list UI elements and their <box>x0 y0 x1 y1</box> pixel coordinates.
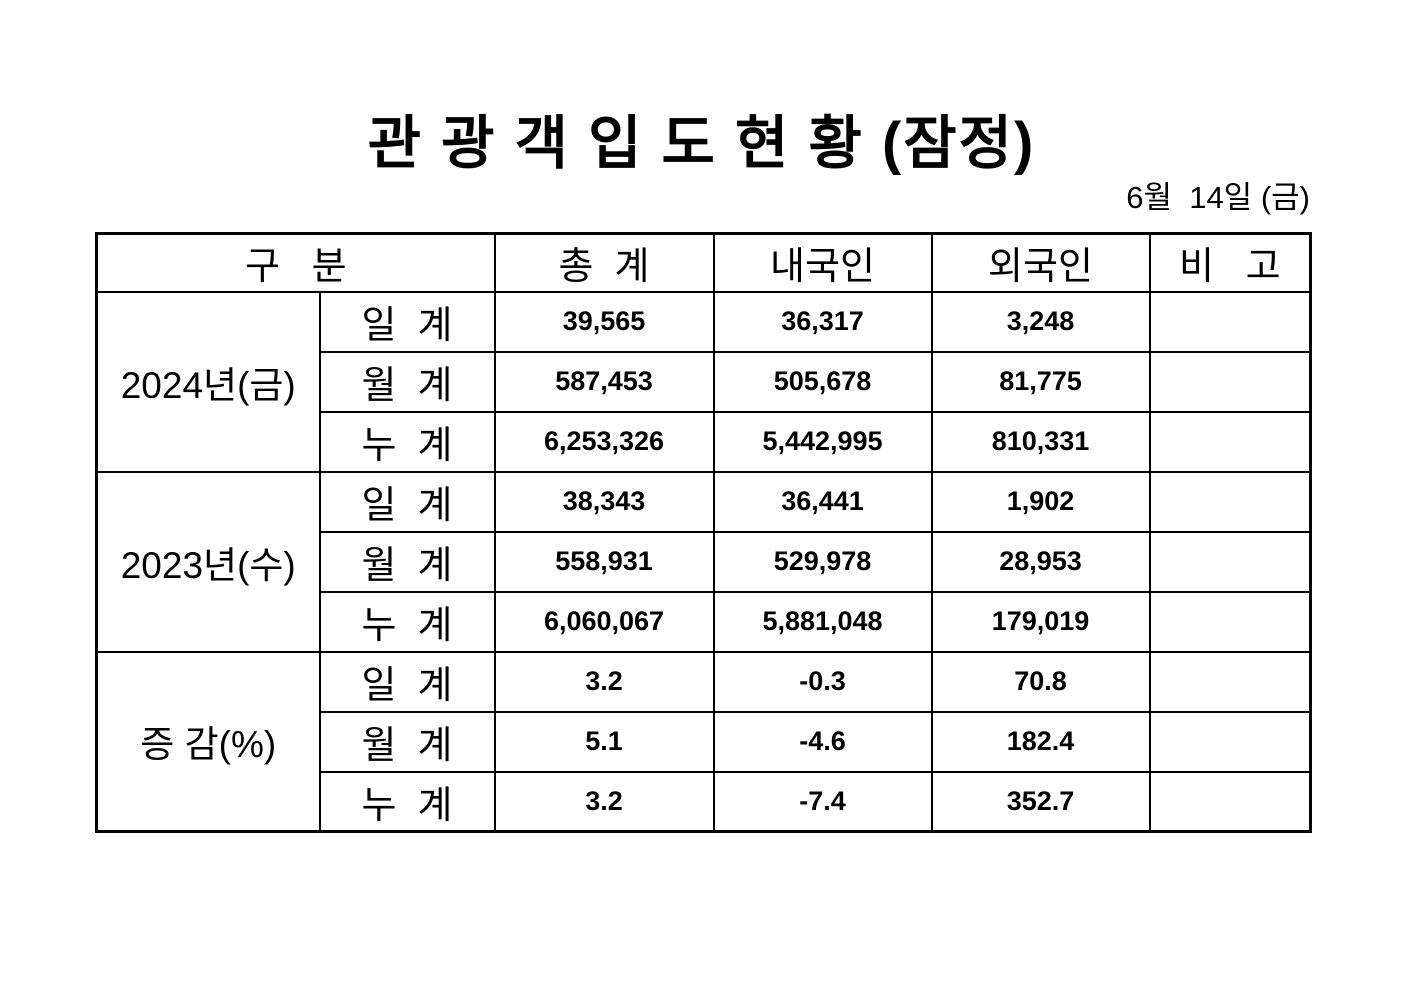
value-foreign: 28,953 <box>930 530 1151 593</box>
tourist-arrivals-table: 구 분 총 계 내국인 외국인 비 고 2024년(금) 일 계 39,565 … <box>95 232 1312 833</box>
row-label-daily: 일 계 <box>318 290 496 353</box>
remark-cell <box>1148 350 1312 413</box>
value-total: 3.2 <box>493 650 715 713</box>
row-label-monthly: 월 계 <box>318 710 496 773</box>
table-row: 누 계 6,060,067 5,881,048 179,019 <box>97 590 1312 653</box>
value-domestic: -0.3 <box>712 650 933 713</box>
value-total: 587,453 <box>493 350 715 413</box>
value-total: 38,343 <box>493 470 715 533</box>
value-foreign: 810,331 <box>930 410 1151 473</box>
table-row: 월 계 5.1 -4.6 182.4 <box>97 710 1312 773</box>
remark-cell <box>1148 290 1312 353</box>
remark-cell <box>1148 650 1312 713</box>
remark-cell <box>1148 710 1312 773</box>
header-foreign: 외국인 <box>930 232 1151 293</box>
value-domestic: -4.6 <box>712 710 933 773</box>
row-label-monthly: 월 계 <box>318 530 496 593</box>
value-domestic: -7.4 <box>712 770 933 833</box>
row-label-cumulative: 누 계 <box>318 590 496 653</box>
remark-cell <box>1148 410 1312 473</box>
row-label-cumulative: 누 계 <box>318 770 496 833</box>
value-domestic: 36,317 <box>712 290 933 353</box>
value-domestic: 36,441 <box>712 470 933 533</box>
table-row: 2024년(금) 일 계 39,565 36,317 3,248 <box>95 290 1312 473</box>
page-title: 관 광 객 입 도 현 황 (잠정) <box>367 111 1036 176</box>
value-total: 3.2 <box>493 770 715 833</box>
value-foreign: 182.4 <box>930 710 1151 773</box>
row-label-monthly: 월 계 <box>318 350 496 413</box>
table-row: 2023년(수) 일 계 38,343 36,441 1,902 <box>95 470 1312 653</box>
section-label-change-pct: 증 감(%) <box>95 650 321 833</box>
value-domestic: 5,881,048 <box>712 590 933 653</box>
remark-cell <box>1148 770 1312 833</box>
remark-cell <box>1148 590 1312 653</box>
value-total: 6,060,067 <box>493 590 715 653</box>
value-foreign: 81,775 <box>930 350 1151 413</box>
row-label-daily: 일 계 <box>318 650 496 713</box>
table-row: 월 계 587,453 505,678 81,775 <box>97 350 1312 413</box>
value-total: 39,565 <box>493 290 715 353</box>
value-foreign: 352.7 <box>930 770 1151 833</box>
remark-cell <box>1148 530 1312 593</box>
row-label-cumulative: 누 계 <box>318 410 496 473</box>
header-total: 총 계 <box>493 232 715 293</box>
section-label-2024: 2024년(금) <box>95 290 321 473</box>
table-row: 증 감(%) 일 계 3.2 -0.3 70.8 <box>95 650 1312 833</box>
value-domestic: 529,978 <box>712 530 933 593</box>
row-label-daily: 일 계 <box>318 470 496 533</box>
table-row: 월 계 558,931 529,978 28,953 <box>97 530 1312 593</box>
value-domestic: 505,678 <box>712 350 933 413</box>
value-foreign: 3,248 <box>930 290 1151 353</box>
report-date: 6월 14일 (금) <box>1126 180 1310 215</box>
section-label-2023: 2023년(수) <box>95 470 321 653</box>
value-foreign: 179,019 <box>930 590 1151 653</box>
value-total: 6,253,326 <box>493 410 715 473</box>
header-remarks: 비 고 <box>1148 232 1312 293</box>
value-foreign: 1,902 <box>930 470 1151 533</box>
table-header-row: 구 분 총 계 내국인 외국인 비 고 <box>95 232 1312 293</box>
table-row: 누 계 3.2 -7.4 352.7 <box>97 770 1312 833</box>
value-foreign: 70.8 <box>930 650 1151 713</box>
header-domestic: 내국인 <box>712 232 933 293</box>
value-total: 5.1 <box>493 710 715 773</box>
header-category: 구 분 <box>95 232 496 293</box>
value-total: 558,931 <box>493 530 715 593</box>
table-row: 누 계 6,253,326 5,442,995 810,331 <box>97 410 1312 473</box>
remark-cell <box>1148 470 1312 533</box>
value-domestic: 5,442,995 <box>712 410 933 473</box>
